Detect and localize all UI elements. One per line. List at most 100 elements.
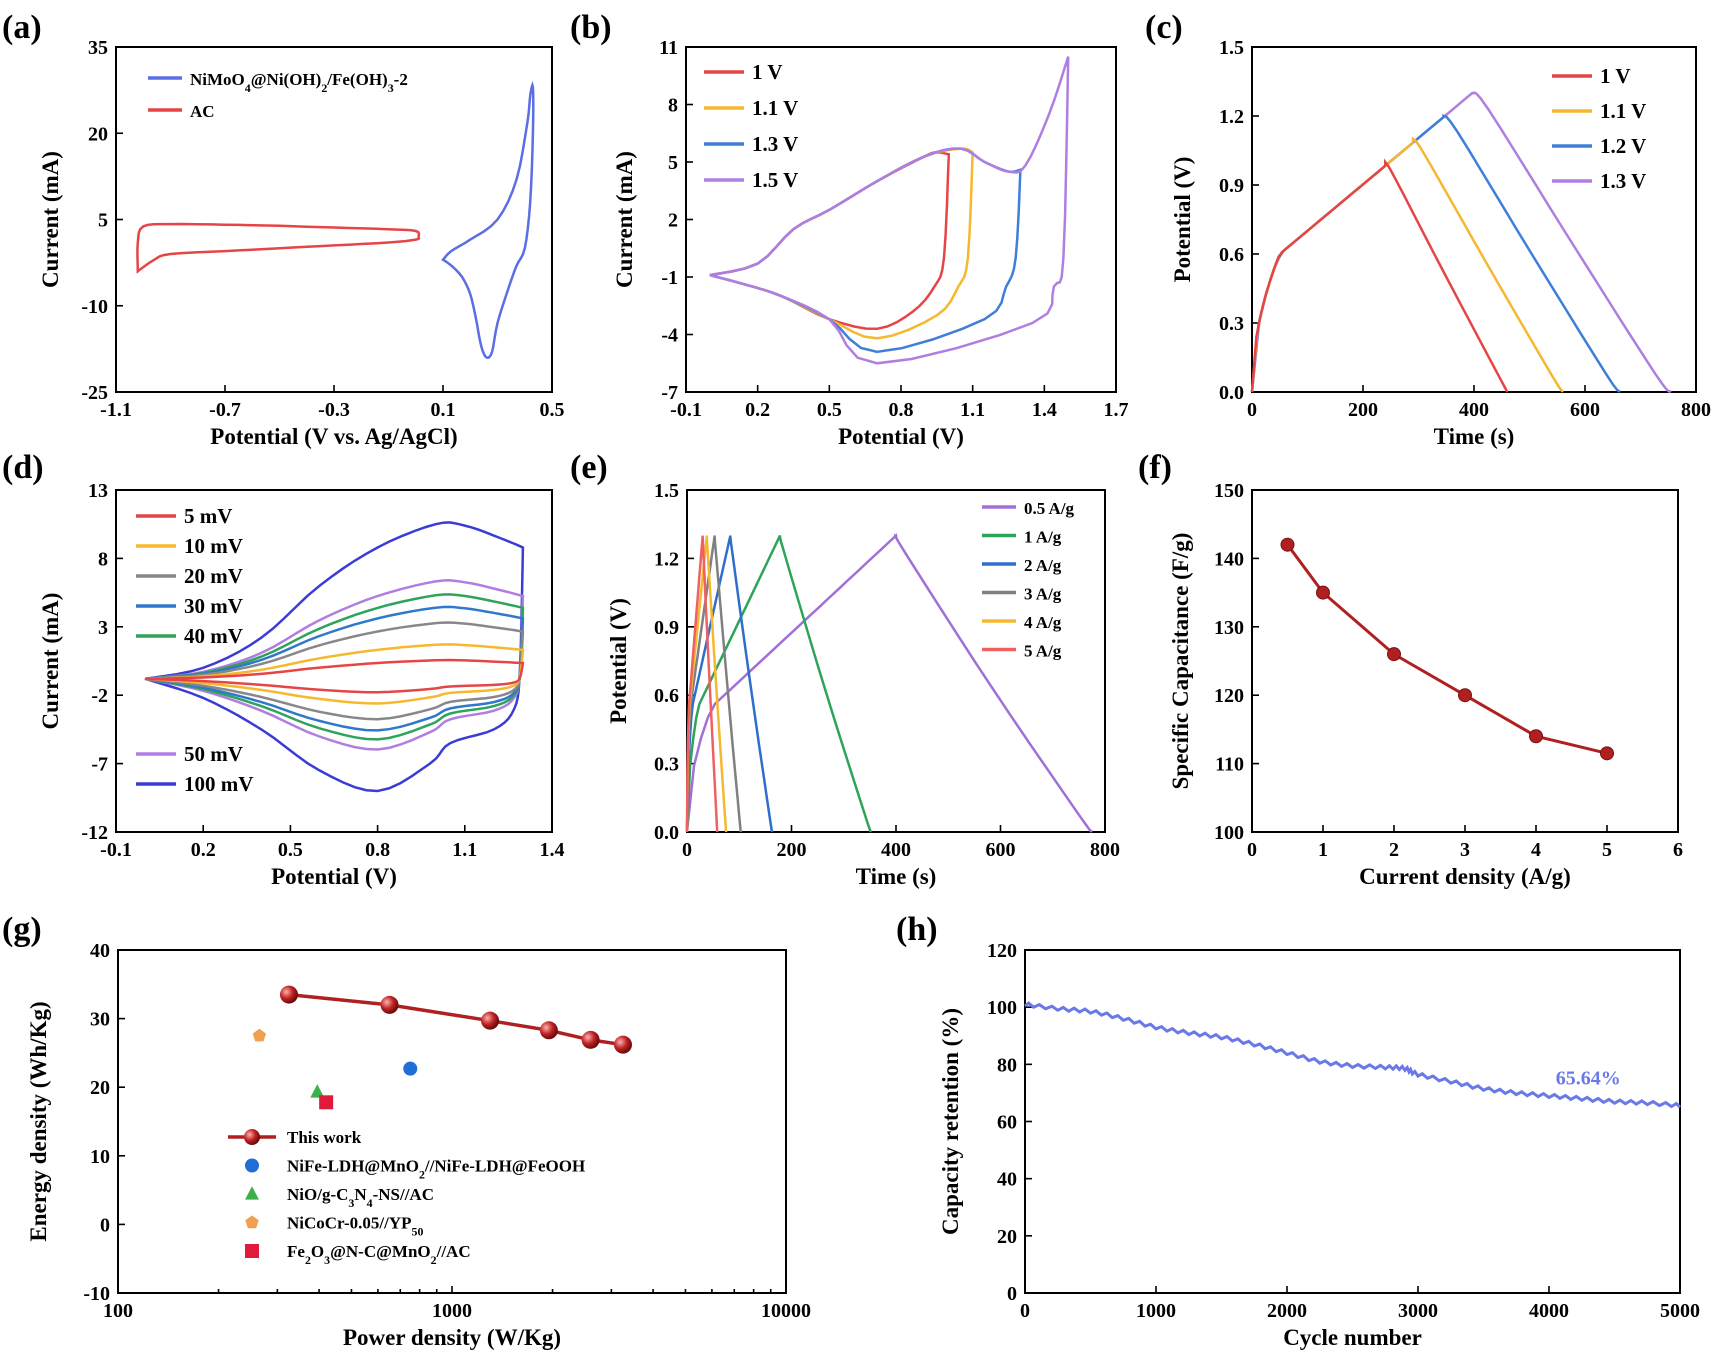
series-line-capacitance [1286,543,1608,755]
text-run: //NiFe-LDH@FeOOH [424,1157,585,1176]
y-tick-label: 1.5 [654,480,679,502]
legend-label: NiCoCr-0.05//YP50 [287,1214,423,1239]
data-point [1316,585,1330,600]
legend-label: 50 mV [184,742,243,766]
x-axis-label: Time (s) [856,864,937,889]
panel-letter: (h) [896,911,938,948]
x-tick-label: 200 [777,839,807,861]
subscript: 50 [412,1225,424,1239]
text-run: AC [190,102,215,121]
plot-frame [115,489,553,833]
x-tick-label: 0.8 [889,399,914,421]
y-tick-label: 20 [997,1226,1017,1248]
panel-letter: (d) [2,449,44,486]
y-tick-label: 100 [1214,822,1244,844]
text-run: 30 mV [184,594,243,618]
text-run: 1.5 V [752,168,798,192]
x-tick-label: -0.7 [209,399,241,421]
text-run: 10 mV [184,534,243,558]
y-tick-label: 0.6 [1219,244,1244,266]
x-tick-label: 600 [1570,399,1600,421]
x-tick-label: 1 [1318,839,1328,861]
legend-label: AC [190,102,215,121]
x-tick-label: 0 [682,839,692,861]
plot-frame [685,46,1117,393]
text-run: 1.2 V [1600,134,1646,158]
legend-label: 30 mV [184,594,243,618]
x-tick-label: 4000 [1529,1300,1569,1322]
y-axis-label: Capacity retention (%) [938,1008,963,1235]
legend-label: 1.1 V [752,96,798,120]
text-run: //AC [436,1242,471,1261]
y-axis-label: Specific Capacitance (F/g) [1168,533,1193,790]
y-tick-label: 120 [1214,685,1244,707]
legend-label: 5 mV [184,504,232,528]
x-axis-label: Time (s) [1434,424,1515,449]
data-point [1529,729,1543,744]
marker-square [319,1095,334,1110]
series-line-this-work [288,992,624,1047]
text-run: N [354,1185,367,1204]
y-axis-label: Potential (V) [606,598,631,724]
text-run: 3 A/g [1024,585,1062,604]
plot-frame [115,46,553,393]
series-line-gcd [685,535,774,833]
y-tick-label: 150 [1214,480,1244,502]
y-tick-label: 60 [997,1112,1017,1134]
series-line-cv [145,658,525,694]
y-tick-label: 3 [98,617,108,639]
marker-square [245,1244,259,1258]
panel-g: 100 1000 10000 -10 0 10 20 30 40 (g) Power density… [2,911,811,1350]
plot-frame [1251,489,1679,833]
text-run: 100 mV [184,772,253,796]
subscript: 2 [321,81,327,95]
marker-triangle [245,1186,259,1200]
y-tick-label: -10 [83,1283,110,1305]
plot-frame [1024,949,1681,1294]
x-tick-label: 800 [1681,399,1711,421]
y-tick-label: 0.6 [654,685,679,707]
data-point [1280,537,1295,552]
y-tick-label: 11 [659,37,678,59]
text-run: NiCoCr-0.05//YP [287,1214,412,1233]
x-tick-label: 1.1 [960,399,985,421]
x-axis-label: Potential (V vs. Ag/AgCl) [210,424,457,449]
y-tick-label: -2 [91,685,108,707]
legend-label: 1.3 V [1600,169,1646,193]
marker-triangle [310,1084,325,1098]
y-tick-label: 40 [997,1169,1017,1191]
legend-label: NiMoO4@Ni(OH)2/Fe(OH)3-2 [190,70,408,95]
text-run: @N-C@MnO [330,1242,431,1261]
text-run: 5 A/g [1024,642,1062,661]
text-run: 40 mV [184,624,243,648]
y-tick-label: -10 [81,296,108,318]
y-tick-label: -25 [81,382,108,404]
series-line-gcd [1250,158,1509,393]
marker-sphere [481,1011,500,1030]
panel-h: 0 1000 2000 3000 4000 5000 0 20 40 60 80 100 120 (h) C… [896,911,1700,1350]
text-run: @Ni(OH) [251,70,322,89]
x-tick-label: -1.1 [100,399,132,421]
marker-sphere [244,1129,260,1145]
text-run: 1.1 V [1600,99,1646,123]
text-run: 1 A/g [1024,528,1062,547]
y-axis-label: Current (mA) [38,593,63,730]
text-run: 20 mV [184,564,243,588]
panel-b: -0.1 0.2 0.5 0.8 1.1 1.4 1.7 -7 -4 -1 2 5 8 11 (b) Pote… [570,9,1129,449]
y-tick-label: 10 [90,1146,110,1168]
y-axis-label: Current (mA) [38,151,63,288]
legend-label: 1.2 V [1600,134,1646,158]
text-run: 5 mV [184,504,232,528]
text-run: Fe [287,1242,305,1261]
series-line-gcd [1250,136,1564,393]
subscript: 4 [367,1196,373,1210]
x-tick-label: 3000 [1398,1300,1438,1322]
y-tick-label: 20 [90,1077,110,1099]
y-tick-label: -12 [81,822,108,844]
data-point [1387,647,1401,662]
y-tick-label: 0.0 [654,822,679,844]
legend-label: 1 V [752,60,783,84]
marker-sphere [380,995,399,1014]
x-tick-label: 0.8 [365,839,390,861]
